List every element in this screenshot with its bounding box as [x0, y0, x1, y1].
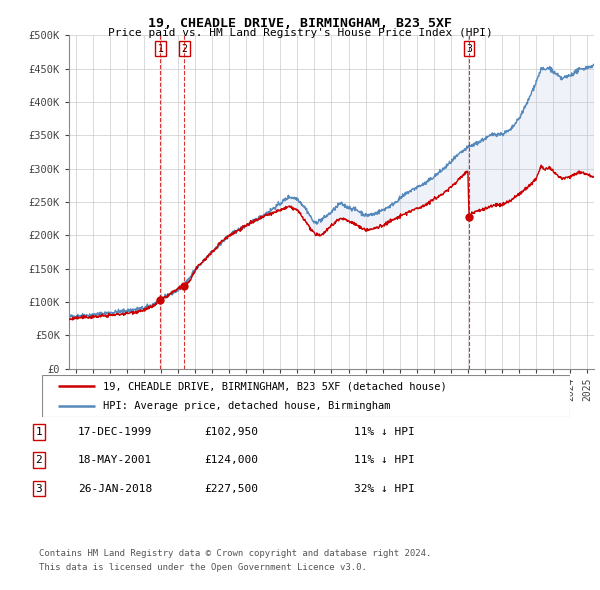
Text: Contains HM Land Registry data © Crown copyright and database right 2024.: Contains HM Land Registry data © Crown c…	[39, 549, 431, 558]
Text: 19, CHEADLE DRIVE, BIRMINGHAM, B23 5XF (detached house): 19, CHEADLE DRIVE, BIRMINGHAM, B23 5XF (…	[103, 381, 446, 391]
Text: 1: 1	[157, 44, 163, 54]
Text: £227,500: £227,500	[204, 484, 258, 493]
Text: 3: 3	[35, 484, 43, 493]
Text: 18-MAY-2001: 18-MAY-2001	[78, 455, 152, 465]
Text: 32% ↓ HPI: 32% ↓ HPI	[354, 484, 415, 493]
Text: This data is licensed under the Open Government Licence v3.0.: This data is licensed under the Open Gov…	[39, 563, 367, 572]
Text: 2: 2	[35, 455, 43, 465]
Text: 17-DEC-1999: 17-DEC-1999	[78, 427, 152, 437]
Text: HPI: Average price, detached house, Birmingham: HPI: Average price, detached house, Birm…	[103, 401, 390, 411]
Text: 26-JAN-2018: 26-JAN-2018	[78, 484, 152, 493]
Text: Price paid vs. HM Land Registry's House Price Index (HPI): Price paid vs. HM Land Registry's House …	[107, 28, 493, 38]
Text: 11% ↓ HPI: 11% ↓ HPI	[354, 455, 415, 465]
Text: 1: 1	[35, 427, 43, 437]
Text: £102,950: £102,950	[204, 427, 258, 437]
Text: 3: 3	[466, 44, 472, 54]
Text: 2: 2	[181, 44, 187, 54]
Text: 19, CHEADLE DRIVE, BIRMINGHAM, B23 5XF: 19, CHEADLE DRIVE, BIRMINGHAM, B23 5XF	[148, 17, 452, 30]
FancyBboxPatch shape	[42, 375, 570, 417]
Text: £124,000: £124,000	[204, 455, 258, 465]
Text: 11% ↓ HPI: 11% ↓ HPI	[354, 427, 415, 437]
